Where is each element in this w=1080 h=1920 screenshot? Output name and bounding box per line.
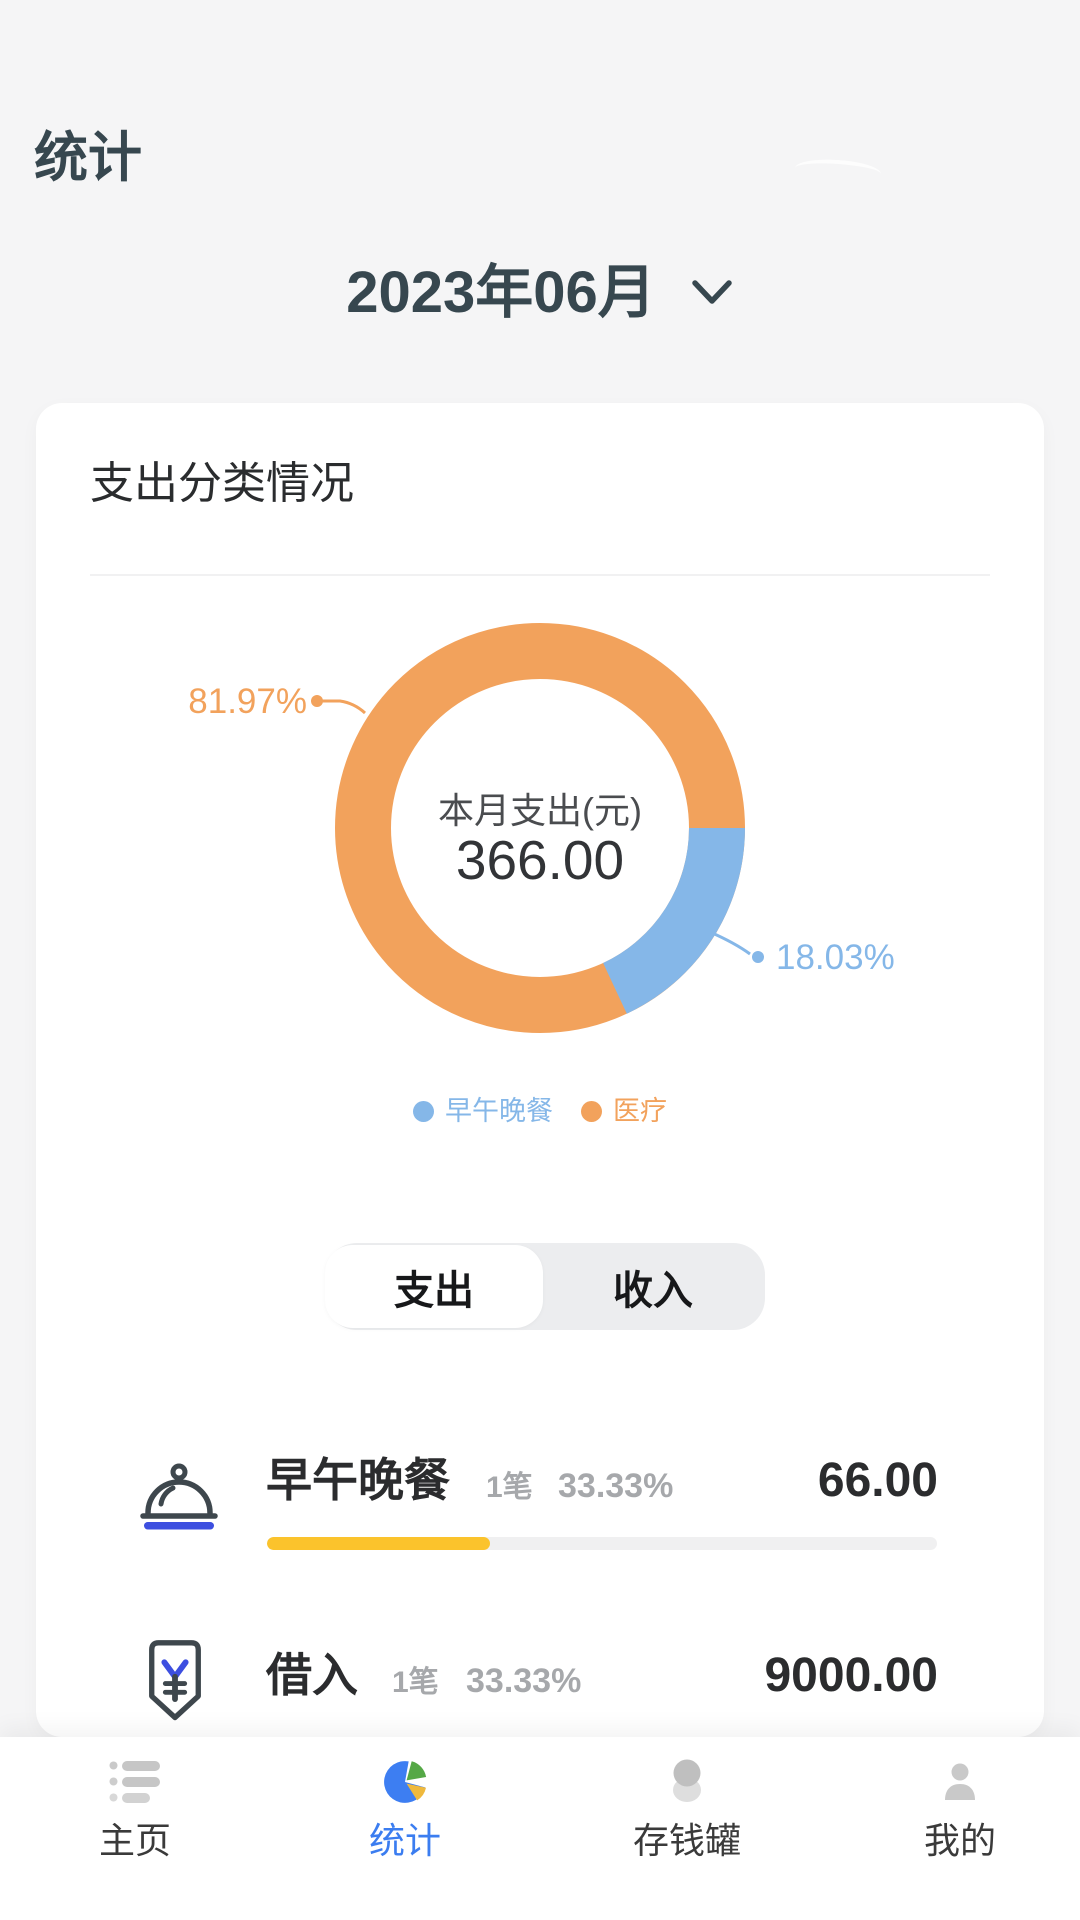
nav-label-home: 主页 — [98, 1820, 171, 1861]
chevron-down-icon[interactable] — [690, 278, 734, 308]
nav-item-home[interactable]: 主页 — [50, 1737, 220, 1919]
label-dot-meals — [752, 951, 764, 963]
decorative-swoosh — [794, 157, 882, 185]
piggy-bank-icon — [673, 1759, 701, 1802]
legend-item-medical[interactable]: 医疗 — [581, 1096, 667, 1126]
meals-percent-label: 18.03% — [776, 938, 895, 977]
expense-income-toggle: 支出 收入 — [325, 1243, 765, 1330]
meal-cloche-icon — [140, 1463, 218, 1530]
category-name[interactable]: 早午晚餐 — [266, 1454, 450, 1506]
category-percent: 33.33% — [466, 1662, 582, 1700]
legend-dot-medical — [581, 1100, 602, 1122]
legend-label-meals: 早午晚餐 — [445, 1096, 553, 1126]
label-line-medical — [322, 699, 367, 715]
month-selector[interactable]: 2023年06月 — [0, 258, 1080, 328]
nav-label-statistics: 统计 — [368, 1820, 441, 1861]
category-amount: 66.00 — [817, 1454, 938, 1507]
label-line-meals — [709, 930, 751, 956]
category-percent: 33.33% — [558, 1467, 674, 1505]
legend-label-medical: 医疗 — [613, 1096, 667, 1126]
borrow-in-icon — [149, 1640, 201, 1721]
category-progress-fill — [267, 1537, 490, 1550]
chart-legend: 早午晚餐 医疗 — [0, 1096, 1080, 1126]
bottom-nav: 主页 统计 存钱罐 我的 — [0, 1737, 1080, 1920]
medical-percent-label: 81.97% — [188, 682, 307, 721]
nav-item-statistics[interactable]: 统计 — [320, 1737, 490, 1919]
donut-center-label: 本月支出(元) — [438, 790, 642, 831]
nav-label-profile: 我的 — [923, 1820, 996, 1861]
legend-dot-meals — [413, 1100, 434, 1122]
label-dot-medical — [311, 695, 323, 707]
nav-item-piggy-bank[interactable]: 存钱罐 — [602, 1737, 772, 1919]
home-list-icon — [109, 1761, 160, 1803]
card-title: 支出分类情况 — [90, 459, 354, 508]
category-name[interactable]: 借入 — [266, 1649, 358, 1701]
pie-chart-icon — [384, 1761, 427, 1803]
nav-label-piggy-bank: 存钱罐 — [632, 1820, 741, 1861]
donut-center-total: 366.00 — [455, 829, 625, 891]
donut-segment-blue[interactable] — [335, 623, 745, 1033]
month-selector-value[interactable]: 2023年06月 — [346, 260, 656, 325]
legend-item-meals[interactable]: 早午晚餐 — [413, 1096, 553, 1126]
category-count: 1笔 — [392, 1666, 439, 1699]
toggle-expense[interactable]: 支出 — [325, 1245, 543, 1328]
nav-item-profile[interactable]: 我的 — [875, 1737, 1045, 1919]
expense-donut-chart: 81.97% 18.03% — [188, 623, 895, 1033]
toggle-income[interactable]: 收入 — [613, 1268, 693, 1313]
profile-icon — [945, 1763, 975, 1800]
category-amount: 9000.00 — [764, 1649, 938, 1702]
category-count: 1笔 — [486, 1471, 533, 1504]
page-title: 统计 — [34, 128, 142, 188]
category-progress-track — [267, 1537, 937, 1550]
card-divider — [90, 574, 990, 576]
